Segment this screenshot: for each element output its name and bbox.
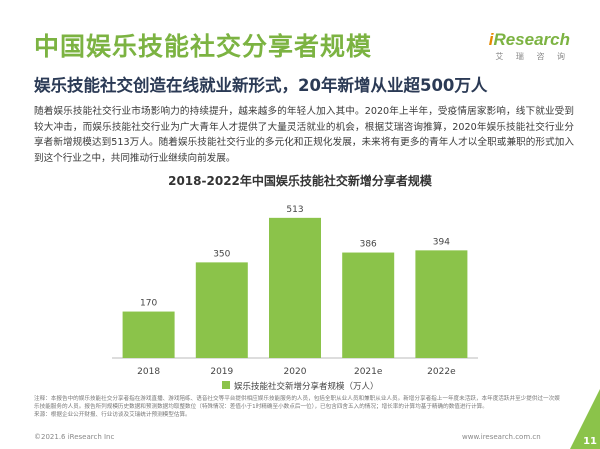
bar-2018 [122, 311, 175, 358]
tick-label-2019: 2019 [210, 367, 233, 377]
corner-decoration [570, 389, 600, 449]
legend-swatch [222, 381, 230, 389]
bar-2021e [342, 252, 395, 358]
data-label-2020: 513 [286, 205, 303, 215]
tick-label-2018: 2018 [137, 367, 160, 377]
bar-2020 [269, 217, 321, 358]
iresearch-logo: iResearch 艾 瑞 咨 询 [489, 30, 570, 62]
data-label-2021e: 386 [360, 240, 377, 250]
page-title: 中国娱乐技能社交分享者规模 [34, 32, 373, 61]
data-label-2018: 170 [140, 299, 157, 309]
bar-2022e [415, 250, 468, 358]
tick-label-2022e: 2022e [427, 367, 456, 377]
note-text: 注释：本报告中的娱乐技能社交分享者指在游戏直播、游戏陪练、语音社交等平台提供相应… [34, 396, 560, 410]
copyright: ©2021.6 iResearch Inc [34, 433, 115, 441]
legend-label: 娱乐技能社交新增分享者规模（万人） [234, 381, 379, 392]
page-subtitle: 娱乐技能社交创造在线就业新形式，20年新增从业超500万人 [34, 76, 488, 95]
source-text: 来源：根据企业公开财报、行业访谈及艾瑞统计预测模型估算。 [34, 412, 191, 418]
data-label-2022e: 394 [433, 237, 450, 247]
logo-subtitle: 艾 瑞 咨 询 [495, 52, 570, 61]
data-label-2019: 350 [213, 249, 230, 259]
bar-2019 [195, 262, 248, 358]
logo-wordmark: iResearch [488, 30, 570, 49]
website-link[interactable]: www.iresearch.com.cn [462, 433, 541, 441]
tick-label-2021e: 2021e [354, 367, 383, 377]
chart-note: 注释：本报告中的娱乐技能社交分享者指在游戏直播、游戏陪练、语音社交等平台提供相应… [34, 395, 562, 419]
tick-label-2020: 2020 [284, 367, 307, 377]
intro-paragraph: 随着娱乐技能社交行业市场影响力的持续提升，越来越多的年轻人加入其中。2020年上… [34, 106, 574, 164]
chart-title: 2018-2022年中国娱乐技能社交新增分享者规模 [168, 173, 433, 188]
page-number: 11 [583, 436, 597, 447]
